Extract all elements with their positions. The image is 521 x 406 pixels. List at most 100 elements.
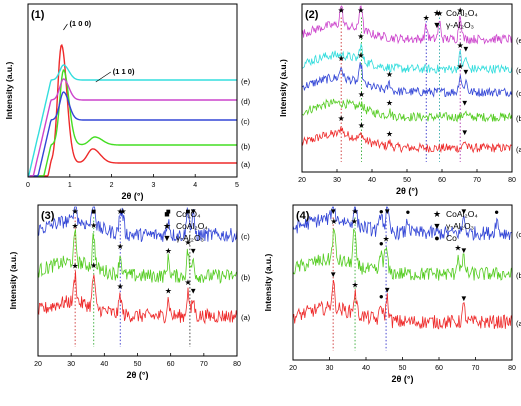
panel-label: (1) — [31, 9, 45, 21]
series-label: (e) — [516, 36, 521, 45]
legend-marker: ▼ — [163, 233, 172, 243]
y-axis-label: Intensity (a.u.) — [278, 59, 288, 117]
peak-marker: ■ — [166, 207, 171, 216]
peak-marker: ★ — [358, 121, 365, 130]
x-tick-label: 50 — [403, 177, 411, 184]
x-tick-label: 4 — [193, 182, 197, 189]
peak-marker: ● — [379, 239, 384, 248]
annotation-arrow — [95, 71, 111, 83]
x-tick-label: 40 — [100, 361, 108, 368]
peak-marker: ★ — [351, 280, 358, 289]
series-line-e — [27, 64, 237, 177]
peak-marker: ★ — [165, 246, 172, 255]
peak-marker: ▼ — [383, 285, 391, 294]
peak-marker: ★ — [386, 129, 393, 138]
series-line-d — [301, 42, 513, 75]
series-line-a — [28, 43, 237, 177]
peak-marker: ★ — [454, 243, 461, 252]
legend-marker: ■ — [164, 209, 169, 219]
legend-label: γ-Al₂O₃ — [176, 233, 204, 243]
x-tick-label: 0 — [26, 182, 30, 189]
series-line-b — [28, 69, 237, 177]
x-tick-label: 30 — [333, 177, 341, 184]
x-tick-label: 80 — [508, 365, 516, 372]
y-axis-label: Intensity (a.u.) — [4, 62, 14, 120]
peak-marker: ★ — [72, 222, 79, 231]
series-label: (a) — [241, 160, 251, 169]
x-tick-label: 40 — [362, 365, 370, 372]
legend-marker: ★ — [163, 221, 171, 231]
peak-marker: ● — [406, 207, 411, 216]
x-tick-label: 2 — [110, 182, 114, 189]
x-tick-label: 30 — [326, 365, 334, 372]
peak-marker: ★ — [436, 9, 443, 18]
peak-marker: ★ — [90, 221, 97, 230]
legend-label: Co₃O₄ — [176, 209, 201, 219]
legend-label: CoAl₂O₄ — [446, 8, 478, 18]
panel-label: (3) — [41, 210, 55, 222]
peak-marker: ★ — [184, 278, 191, 287]
series-line-c — [37, 206, 238, 243]
peak-marker: ★ — [117, 207, 124, 216]
peak-annotation: (1 0 0) — [69, 19, 91, 28]
x-tick-label: 70 — [200, 361, 208, 368]
series-line-a — [301, 126, 513, 154]
series-line-d — [28, 78, 237, 177]
series-line-c — [28, 91, 237, 177]
x-tick-label: 80 — [233, 361, 241, 368]
peak-marker: ★ — [72, 207, 79, 216]
chart-panel-3: (a)(b)(c)★ ★★ ★★▼★ ★★ ★★▼★ ■ ★★ ■ ■▼20 30 40 50 60 70… — [8, 204, 251, 380]
peak-marker: ▼ — [189, 246, 197, 255]
peak-marker: ● — [379, 292, 384, 301]
peak-marker: ★ — [184, 238, 191, 247]
peak-marker: ★ — [165, 286, 172, 295]
x-tick-label: 5 — [235, 182, 239, 189]
peak-marker: ★ — [382, 235, 389, 244]
peak-marker: ★ — [72, 262, 79, 271]
series-label: (b) — [241, 273, 251, 282]
peak-marker: ★ — [338, 6, 345, 15]
series-label: (b) — [516, 114, 521, 123]
peak-marker: ★ — [457, 6, 464, 15]
series-label: (c) — [516, 89, 521, 98]
peak-marker: ★ — [117, 242, 124, 251]
peak-marker: ★ — [357, 32, 364, 41]
series-label: (b) — [516, 271, 521, 280]
legend-label: Co — [446, 233, 457, 243]
peak-marker: ★ — [119, 207, 126, 216]
x-tick-label: 70 — [472, 365, 480, 372]
peak-marker: ★ — [457, 41, 464, 50]
peak-marker: ★ — [90, 261, 97, 270]
peak-marker: ★ — [351, 207, 358, 216]
peak-marker: ▼ — [329, 207, 337, 216]
x-axis-label: 2θ (°) — [396, 186, 418, 196]
x-tick-label: 60 — [167, 361, 175, 368]
series-line-a — [292, 280, 513, 330]
peak-marker: ▼ — [383, 207, 391, 216]
legend-label: γ-Al₂O₃ — [446, 221, 474, 231]
x-tick-label: 1 — [68, 182, 72, 189]
series-label: (d) — [241, 97, 251, 106]
peak-marker: ▼ — [460, 207, 468, 216]
series-label: (a) — [516, 145, 521, 154]
peak-marker: ★ — [358, 90, 365, 99]
peak-marker: ▼ — [462, 45, 470, 54]
series-label: (e) — [241, 77, 251, 86]
legend-marker: ★ — [433, 209, 441, 219]
x-tick-label: 40 — [368, 177, 376, 184]
peak-marker: ● — [379, 207, 384, 216]
series-label: (a) — [241, 313, 251, 322]
peak-marker: ★ — [357, 51, 364, 60]
chart-panel-4: (a)(b)(c)▼★●▼▼★★●★★▼▼★●▼●▼●2030405060708… — [263, 204, 521, 384]
x-tick-label: 20 — [289, 365, 297, 372]
series-label: (d) — [516, 66, 521, 75]
y-axis-label: Intensity (a.u.) — [263, 254, 273, 312]
legend-marker: ★ — [433, 8, 441, 18]
series-line-e — [301, 5, 513, 45]
x-tick-label: 20 — [298, 177, 306, 184]
series-label: (c) — [241, 117, 250, 126]
peak-marker: ● — [494, 208, 499, 217]
legend-marker: ▼ — [433, 20, 442, 30]
x-tick-label: 50 — [134, 361, 142, 368]
